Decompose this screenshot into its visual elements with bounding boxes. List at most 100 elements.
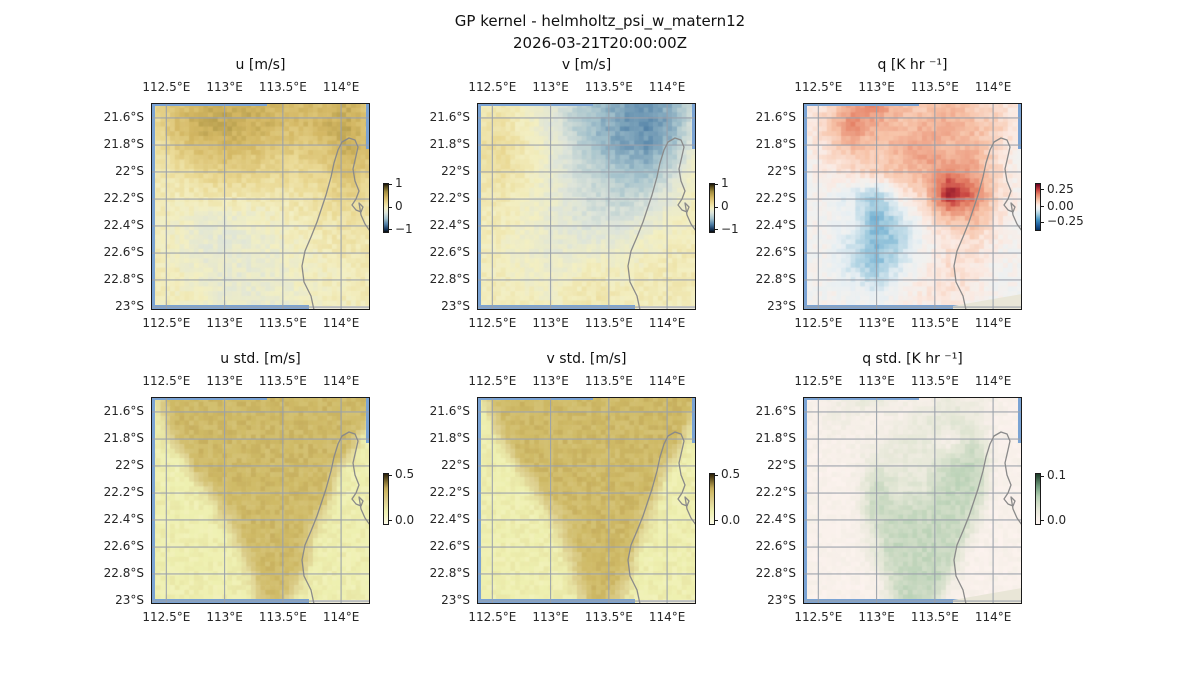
panel-q: q [K hr ⁻¹] 0.25 0.00 −0.25 112.5°E 112.5°E…	[756, 57, 1084, 330]
lat-tick-label: 23°S	[115, 299, 144, 314]
colorbar-tick-label: −1	[395, 221, 413, 236]
colorbar-tickmark	[389, 474, 392, 476]
lon-tick-label-bottom: 112.5°E	[794, 316, 843, 330]
colorbar-strip	[1035, 473, 1041, 525]
lat-tick-label: 21.6°S	[755, 109, 796, 124]
colorbar-tickmark	[715, 183, 718, 185]
lon-tick-label-bottom: 112.5°E	[794, 610, 843, 624]
lat-tick-label: 22.2°S	[755, 485, 796, 500]
ocean-edge-top	[807, 103, 919, 106]
lat-tick-label: 22.2°S	[429, 485, 470, 500]
figure-title: GP kernel - helmholtz_psi_w_matern12 202…	[0, 10, 1200, 54]
lat-tick-label: 22.8°S	[755, 565, 796, 580]
lon-tick-label-top: 113.5°E	[584, 374, 633, 388]
panel-v: v [m/s] 1 0 −1 112.5°E 112.5°E 113°E 113°E 113…	[430, 57, 739, 330]
lat-tick-label: 21.8°S	[429, 137, 470, 152]
colorbar-tick-label: 0.1	[1047, 468, 1067, 482]
lat-tick-label: 22.6°S	[429, 245, 470, 260]
land-corner	[637, 600, 696, 604]
axes-frame	[803, 103, 1022, 310]
lon-tick-label-bottom: 114°E	[648, 610, 686, 624]
panel-u-std: u std. [m/s] 0.5 0.0 112.5°E 112.5°E 113°E 1…	[104, 351, 414, 624]
lat-tick-label: 22.6°S	[103, 539, 144, 554]
lat-tick-label: 21.8°S	[755, 431, 796, 446]
ocean-edge-left	[803, 103, 807, 310]
lon-tick-label-bottom: 113°E	[532, 610, 569, 624]
lon-tick-label-bottom: 113.5°E	[910, 610, 959, 624]
colorbar-tickmark	[1041, 475, 1044, 477]
lat-tick-label: 23°S	[441, 593, 470, 608]
map-overlay-v-std	[477, 397, 696, 604]
lon-tick-label-top: 113°E	[532, 374, 569, 388]
lat-tick-label: 22.8°S	[429, 271, 470, 286]
lon-tick-label-top: 112.5°E	[142, 80, 191, 94]
lon-tick-label-top: 114°E	[648, 374, 686, 388]
heatmap-canvas-v-std	[477, 397, 696, 604]
lon-tick-label-top: 114°E	[974, 374, 1012, 388]
land-corner	[953, 588, 1022, 604]
lon-tick-label-top: 114°E	[974, 80, 1012, 94]
lon-tick-label-bottom: 113°E	[206, 316, 243, 330]
lat-tick-label: 21.6°S	[103, 109, 144, 124]
lon-tick-label-top: 112.5°E	[794, 80, 843, 94]
coastline	[301, 431, 370, 604]
lon-tick-label-bottom: 113.5°E	[584, 316, 633, 330]
lat-tick-label: 21.6°S	[429, 109, 470, 124]
panel-u: u [m/s] 1 0 −1 112.5°E 112.5°E 113°E 113°E 113…	[104, 57, 413, 330]
colorbar-tickmark	[389, 183, 392, 185]
colorbar-tickmark	[1041, 206, 1044, 208]
colorbar-tickmark	[389, 229, 392, 231]
colorbar-tickmark	[715, 520, 718, 521]
colorbar-tickmark	[715, 229, 718, 231]
colorbar-tick-label: 1	[721, 176, 729, 191]
lat-tick-label: 23°S	[115, 593, 144, 608]
lat-tick-label: 22°S	[767, 163, 796, 178]
ocean-edge-right	[1018, 397, 1022, 443]
axes-frame	[151, 397, 370, 604]
lon-tick-label-top: 113.5°E	[258, 80, 307, 94]
ocean-edge-right	[692, 103, 696, 149]
colorbar-tick-label: 0	[721, 199, 729, 213]
lat-tick-label: 22°S	[767, 457, 796, 472]
map-overlay-u-std	[151, 397, 370, 604]
panel-title-q-std: q std. [K hr ⁻¹]	[862, 351, 963, 367]
ocean-edge-left	[477, 397, 481, 604]
ocean-edge-right	[1018, 103, 1022, 149]
colorbar-tickmark	[1041, 520, 1044, 521]
colorbar-tick-label: 0.00	[1047, 198, 1074, 213]
colorbar-tickmark	[715, 206, 718, 208]
lat-tick-label: 22.6°S	[755, 539, 796, 554]
map-overlay-q-std	[803, 397, 1022, 604]
ocean-edge-left	[803, 397, 807, 604]
lat-tick-label: 21.6°S	[429, 403, 470, 418]
lat-tick-label: 23°S	[441, 299, 470, 314]
ocean-edge-right	[366, 103, 370, 149]
lat-tick-label: 21.8°S	[429, 431, 470, 446]
figure-title-line2: 2026-03-21T20:00:00Z	[513, 34, 687, 52]
lat-tick-label: 22.6°S	[103, 245, 144, 260]
lat-tick-label: 22.4°S	[429, 511, 470, 526]
coastline	[627, 137, 696, 310]
map-overlay-v	[477, 103, 696, 310]
colorbar-strip	[383, 183, 389, 233]
lon-tick-label-top: 114°E	[322, 80, 360, 94]
lat-tick-label: 21.8°S	[103, 137, 144, 152]
lat-tick-label: 22.4°S	[429, 217, 470, 232]
lon-tick-label-bottom: 112.5°E	[142, 316, 191, 330]
panel-q-std: q std. [K hr ⁻¹] 0.1 0.0 112.5°E 112.5°E 11…	[756, 351, 1066, 624]
lat-tick-label: 22.6°S	[429, 539, 470, 554]
lon-tick-label-bottom: 113°E	[206, 610, 243, 624]
lat-tick-label: 22.4°S	[103, 511, 144, 526]
heatmap-canvas-q	[803, 103, 1022, 310]
colorbar-tick-label: 0.0	[721, 512, 741, 527]
lat-tick-label: 22.2°S	[103, 191, 144, 206]
ocean-edge-left	[477, 103, 481, 310]
panel-title-u-std: u std. [m/s]	[220, 351, 301, 367]
heatmap-canvas-u-std	[151, 397, 370, 604]
lon-tick-label-top: 112.5°E	[468, 80, 517, 94]
ocean-edge-top	[155, 103, 267, 106]
colorbar-strip	[709, 473, 715, 525]
panel-title-v: v [m/s]	[561, 57, 612, 73]
lat-tick-label: 21.6°S	[755, 403, 796, 418]
lon-tick-label-top: 113°E	[206, 374, 243, 388]
